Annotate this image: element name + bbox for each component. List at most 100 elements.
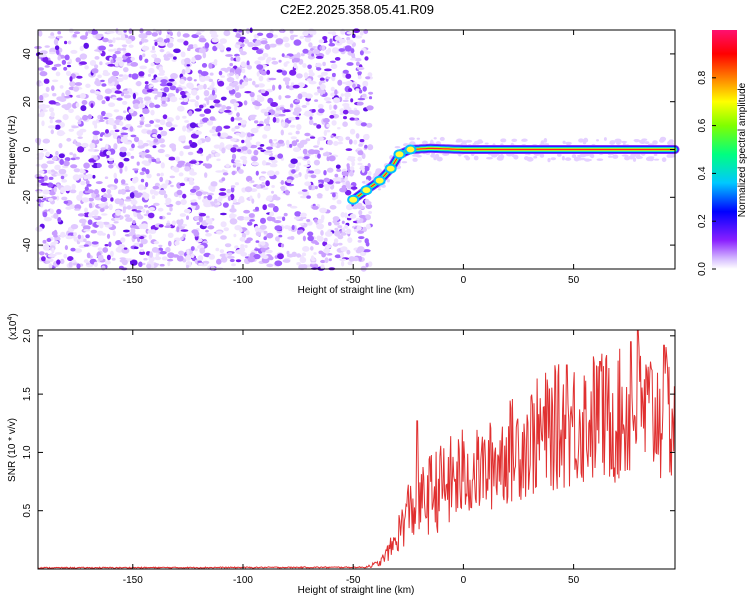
- spectrogram-noise-dot: [178, 135, 186, 142]
- spectrogram-noise-dot: [359, 139, 365, 143]
- spectrogram-noise-dot: [76, 194, 83, 201]
- spectrogram-noise-dot: [198, 262, 204, 266]
- spectrogram-noise-dot: [140, 223, 148, 230]
- spectrogram-noise-dot: [320, 264, 325, 270]
- spectrogram-noise-dot: [294, 99, 301, 103]
- spectrogram-haze-dot: [486, 156, 493, 160]
- spectrogram-noise-dot: [212, 45, 218, 52]
- spectrogram-noise-dot: [156, 37, 164, 43]
- spectrogram-haze-dot: [636, 156, 643, 159]
- spectrogram-noise-dot: [203, 83, 207, 90]
- spectrogram-noise-dot: [108, 241, 112, 248]
- spectrogram-noise-dot: [75, 57, 81, 63]
- spectrogram-noise-dot: [314, 218, 318, 223]
- spectrogram-noise-dot: [253, 253, 261, 260]
- spectrogram-noise-dot: [335, 181, 341, 184]
- spectrogram-noise-dot: [195, 95, 200, 100]
- spectrogram-noise-dot: [302, 235, 306, 242]
- spectrogram-noise-dot: [264, 111, 269, 117]
- spectrogram-haze-dot: [633, 139, 640, 142]
- spectrogram-noise-dot: [52, 155, 57, 161]
- spectrogram-noise-dot: [142, 53, 146, 58]
- spectrogram-noise-dot: [106, 193, 113, 199]
- spectrogram-noise-dot: [282, 55, 290, 58]
- spectrogram-noise-dot: [56, 49, 60, 55]
- spectrogram-noise-dot: [320, 83, 326, 91]
- spectrogram-noise-dot: [239, 228, 243, 233]
- spectrogram-noise-dot: [81, 100, 88, 105]
- spectrogram-haze-dot: [458, 154, 462, 157]
- spectrogram-noise-dot: [88, 212, 93, 218]
- spectrogram-noise-dot: [198, 216, 203, 223]
- spectrogram-noise-dot: [325, 76, 331, 80]
- spectrogram-noise-dot: [289, 124, 296, 128]
- spectrogram-noise-dot: [164, 202, 170, 206]
- spectrogram-noise-dot: [182, 97, 189, 103]
- spectrogram-noise-dot: [155, 119, 161, 123]
- spectrogram-noise-dot: [335, 164, 341, 169]
- spectrogram-noise-dot: [331, 31, 337, 36]
- spectrogram-noise-dot: [85, 180, 90, 185]
- spectrogram-noise-dot: [363, 133, 370, 141]
- spectrogram-noise-dot: [41, 93, 49, 98]
- spectrogram-noise-dot: [229, 208, 237, 213]
- spectrogram-noise-dot: [291, 251, 297, 257]
- spectrogram-noise-dot: [178, 172, 184, 177]
- spectrogram-noise-dot: [194, 108, 202, 112]
- spectrogram-noise-dot: [355, 88, 360, 92]
- spectrogram-noise-dot: [79, 93, 86, 99]
- spectrogram-noise-dot: [86, 183, 92, 187]
- spectrogram-noise-dot: [71, 183, 76, 190]
- spectrogram-noise-dot: [272, 34, 278, 38]
- spectrogram-noise-dot: [300, 216, 307, 219]
- spectrogram-noise-dot: [334, 230, 341, 237]
- spectrogram-noise-dot: [357, 97, 366, 101]
- spectrogram-noise-dot: [245, 229, 250, 236]
- spectrogram-noise-dot: [347, 88, 353, 92]
- spectrogram-noise-dot: [350, 98, 354, 103]
- spectrogram-noise-dot: [359, 50, 364, 56]
- spectrogram-noise-dot: [226, 47, 232, 52]
- spectrogram-noise-dot: [141, 167, 147, 172]
- spectrogram-noise-dot: [144, 123, 152, 128]
- spectrogram-noise-dot: [188, 140, 193, 145]
- spectrogram-noise-dot: [51, 79, 59, 83]
- spectrogram-haze-dot: [661, 157, 667, 163]
- spectrogram-noise-dot: [327, 139, 333, 146]
- spectrogram-noise-dot: [265, 249, 273, 254]
- spectrogram-haze-dot: [394, 146, 401, 149]
- spectrogram-noise-dot: [204, 136, 211, 143]
- spectrogram-noise-dot: [148, 207, 156, 211]
- spectrogram-noise-dot: [111, 257, 116, 261]
- spectrogram-noise-dot: [112, 162, 117, 166]
- spectrogram-noise-dot: [366, 122, 373, 128]
- spectrogram-noise-dot: [38, 30, 43, 37]
- spectrogram-noise-dot: [323, 177, 330, 183]
- spectrogram-noise-dot: [105, 143, 109, 150]
- spectrogram-noise-dot: [48, 100, 56, 105]
- spectrogram-noise-dot: [324, 151, 330, 157]
- spectrogram-noise-dot: [249, 219, 256, 222]
- spectrogram-noise-dot: [88, 197, 94, 202]
- spectrogram-noise-dot: [304, 110, 312, 117]
- spectrogram-noise-dot: [104, 260, 111, 265]
- spectrogram-noise-dot: [262, 53, 269, 58]
- spectrogram-noise-dot: [349, 213, 357, 219]
- spectrogram-noise-dot: [209, 30, 215, 35]
- spectrogram-noise-dot: [108, 160, 114, 165]
- spectrogram-noise-dot: [82, 225, 91, 231]
- spectrogram-noise-dot: [51, 66, 57, 71]
- spectrogram-noise-dot: [312, 149, 320, 154]
- spectrogram-noise-dot: [275, 236, 280, 242]
- colorbar-ticks: 0.0 0.2 0.4 0.6 0.8: [697, 70, 716, 276]
- spectrogram-noise-dot: [83, 162, 90, 169]
- spectrogram-noise-dot: [120, 132, 129, 136]
- spectrogram-noise-dot: [106, 233, 111, 239]
- spectrogram-noise-dot: [322, 61, 326, 67]
- spectrogram-noise-dot: [241, 139, 245, 144]
- spectrogram-noise-dot: [199, 104, 204, 109]
- spectrogram-noise-dot: [77, 146, 85, 153]
- spectrogram-haze-dot: [412, 157, 418, 162]
- spectrogram-noise-dot: [318, 250, 324, 255]
- spectrogram-noise-dot: [194, 54, 202, 61]
